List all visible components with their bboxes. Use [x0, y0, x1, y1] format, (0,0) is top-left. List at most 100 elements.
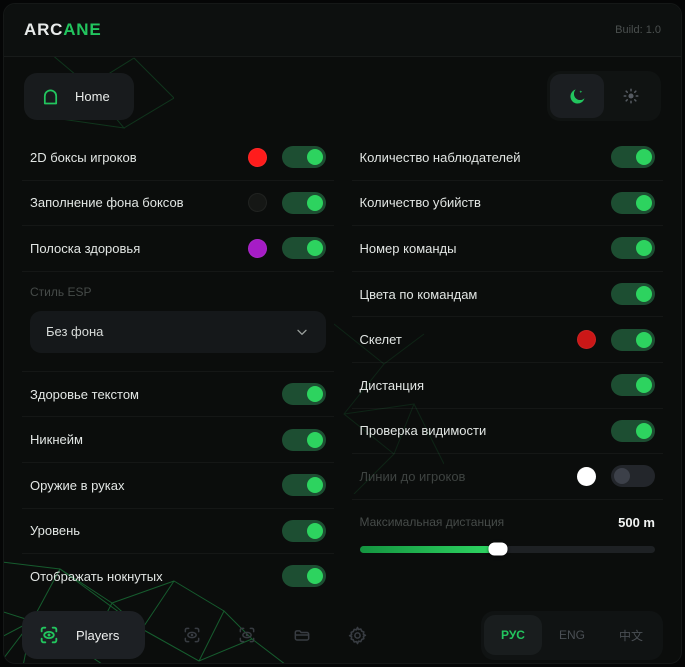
eye-scan-icon[interactable] — [236, 624, 258, 646]
setting-row-skeleton: Скелет — [351, 317, 663, 363]
nav-row: Home — [4, 57, 681, 131]
bottom-bar: Players — [4, 599, 681, 663]
eye-scan-icon — [38, 624, 60, 646]
language-button-eng[interactable]: ENG — [542, 615, 602, 655]
setting-row-distance: Дистанция — [351, 363, 663, 409]
toggle-knob — [306, 431, 323, 448]
toggle-switch[interactable] — [611, 419, 655, 442]
toggle-knob — [306, 194, 323, 211]
toggle-knob — [306, 477, 323, 494]
home-button[interactable]: Home — [24, 72, 134, 120]
toggle-switch[interactable] — [611, 191, 655, 214]
max-distance-block: Максимальная дистанция 500 m — [352, 500, 664, 563]
toggle-knob — [636, 194, 652, 211]
setting-label: Заполнение фона боксов — [30, 195, 184, 211]
sun-icon — [622, 87, 640, 105]
toggle-switch[interactable] — [281, 191, 326, 214]
folder-icon[interactable] — [291, 624, 313, 646]
esp-style-block: Стиль ESP Без фона — [22, 272, 334, 372]
setting-label: Здоровье текстом — [30, 386, 139, 402]
toggle-switch[interactable] — [281, 428, 326, 451]
setting-row-nickname: Никнейм — [22, 417, 334, 463]
setting-row-2d-boxes: 2D боксы игроков — [22, 135, 334, 181]
max-distance-value: 500 m — [618, 514, 655, 530]
moon-icon — [568, 87, 587, 106]
gear-icon[interactable] — [346, 624, 368, 646]
toggle-switch[interactable] — [611, 328, 655, 351]
color-swatch[interactable] — [247, 193, 267, 213]
toggle-switch[interactable] — [281, 519, 326, 542]
players-label: Players — [76, 627, 120, 643]
toggle-switch[interactable] — [281, 237, 326, 260]
esp-style-value: Без фона — [46, 324, 104, 340]
setting-label: Оружие в руках — [30, 477, 125, 493]
toggle-knob — [636, 240, 652, 257]
setting-row-team-number: Номер команды — [351, 226, 663, 272]
title-bar: ARCANE Build: 1.0 — [4, 4, 681, 57]
toggle-knob — [636, 377, 652, 394]
setting-label: Никнейм — [30, 432, 83, 448]
setting-label: Проверка видимости — [359, 423, 487, 439]
setting-label: Скелет — [359, 332, 402, 348]
brand-text-green: ANE — [63, 20, 102, 39]
setting-label: Полоска здоровья — [30, 240, 141, 256]
slider-thumb[interactable] — [488, 542, 508, 556]
dark-theme-button[interactable] — [550, 74, 604, 118]
max-distance-slider[interactable] — [359, 542, 655, 556]
color-swatch[interactable] — [577, 466, 596, 486]
settings-panel: 2D боксы игроков Заполнение фона боксов … — [4, 131, 681, 599]
setting-row-visibility-check: Проверка видимости — [351, 409, 663, 455]
esp-style-dropdown[interactable]: Без фона — [30, 310, 326, 353]
color-swatch[interactable] — [247, 238, 267, 258]
toggle-knob — [306, 522, 323, 539]
setting-label: Цвета по командам — [359, 286, 478, 302]
language-button-zh[interactable]: 中文 — [602, 614, 660, 657]
setting-label: Дистанция — [359, 377, 425, 393]
toggle-switch[interactable] — [611, 237, 655, 260]
setting-row-show-knocked: Отображать нокнутых — [22, 554, 334, 599]
toggle-switch[interactable] — [281, 146, 326, 169]
setting-row-box-fill: Заполнение фона боксов — [22, 181, 334, 227]
toggle-switch[interactable] — [281, 474, 326, 497]
toggle-switch[interactable] — [281, 565, 326, 588]
language-button-rus[interactable]: РУС — [483, 615, 542, 656]
right-settings-column: Количество наблюдателей Количество убийс… — [351, 135, 664, 599]
toggle-knob — [306, 386, 323, 403]
home-label: Home — [75, 88, 110, 104]
light-theme-button[interactable] — [604, 74, 658, 118]
chevron-down-icon — [294, 324, 310, 340]
toggle-switch[interactable] — [611, 283, 655, 306]
setting-label: Отображать нокнутых — [30, 568, 163, 584]
setting-label: Линии до игроков — [359, 468, 466, 484]
app-logo: ARCANE — [24, 20, 102, 40]
toggle-knob — [636, 331, 652, 348]
home-icon — [40, 86, 61, 107]
color-swatch[interactable] — [577, 330, 596, 350]
toggle-switch[interactable] — [281, 383, 326, 406]
toggle-knob — [306, 149, 323, 166]
language-label: 中文 — [618, 628, 643, 643]
toggle-knob — [306, 240, 323, 257]
setting-row-health-text: Здоровье текстом — [22, 372, 334, 418]
max-distance-label: Максимальная дистанция — [359, 515, 505, 530]
toggle-switch[interactable] — [611, 374, 655, 397]
toggle-knob — [614, 468, 630, 485]
players-tab-button[interactable]: Players — [22, 611, 146, 660]
slider-fill — [359, 545, 499, 553]
footer-icon-group — [181, 624, 368, 646]
setting-label: Уровень — [30, 523, 81, 539]
setting-row-lines-to-players: Линии до игроков — [351, 454, 663, 500]
toggle-switch[interactable] — [611, 465, 655, 488]
setting-label: Количество наблюдателей — [359, 149, 521, 165]
color-swatch[interactable] — [247, 147, 267, 167]
build-version: Build: 1.0 — [615, 24, 661, 36]
setting-row-health-bar: Полоска здоровья — [22, 226, 334, 272]
arcane-window: ARCANE Build: 1.0 Home — [3, 3, 682, 664]
setting-row-team-colors: Цвета по командам — [351, 272, 663, 318]
setting-label: 2D боксы игроков — [30, 149, 137, 165]
setting-row-kill-count: Количество убийств — [351, 181, 663, 227]
toggle-switch[interactable] — [611, 146, 655, 169]
language-switcher: РУС ENG 中文 — [480, 610, 663, 660]
setting-label: Номер команды — [359, 240, 457, 256]
eye-scan-icon[interactable] — [181, 624, 203, 646]
